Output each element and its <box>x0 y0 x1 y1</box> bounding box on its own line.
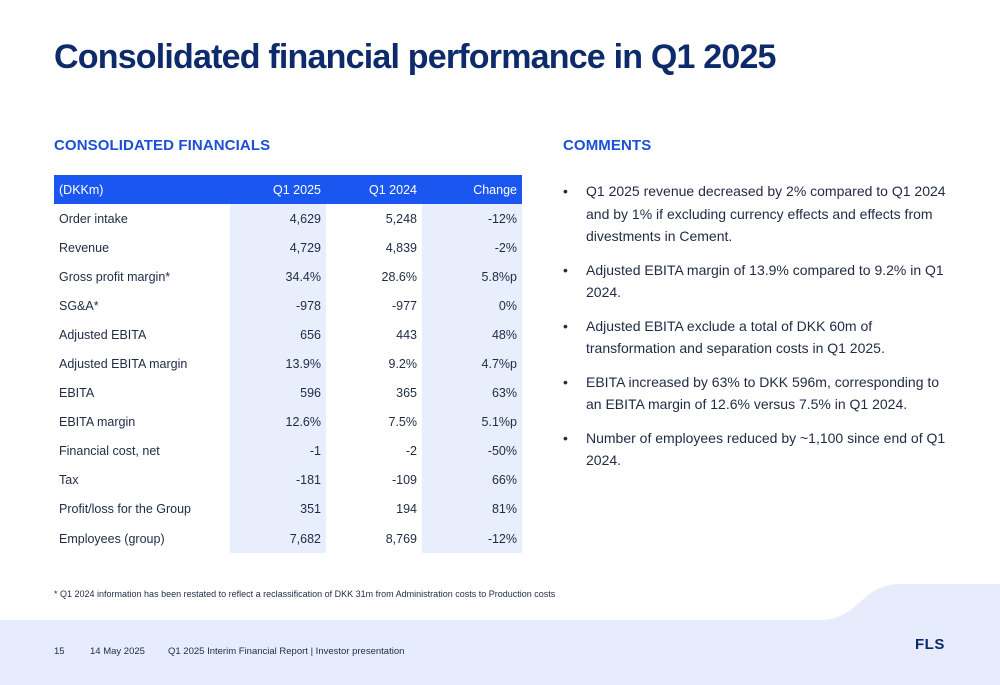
footer-report-title: Q1 2025 Interim Financial Report | Inves… <box>168 646 405 657</box>
comment-text: EBITA increased by 63% to DKK 596m, corr… <box>586 373 940 413</box>
bullet-icon: • <box>563 183 568 199</box>
row-label: Order intake <box>59 211 128 226</box>
financials-table: (DKKm) Q1 2025 Q1 2024 Change Order inta… <box>54 175 522 554</box>
q1-2024-value: -109 <box>391 473 417 488</box>
bullet-icon: • <box>563 429 568 446</box>
row-label: Revenue <box>59 240 110 255</box>
table-row: Tax -181 -109 66% <box>54 465 522 495</box>
table-header-row: (DKKm) Q1 2025 Q1 2024 Change <box>54 175 522 204</box>
comment-item: • EBITA increased by 63% to DKK 596m, cor… <box>563 371 948 416</box>
change-value: -50% <box>422 436 522 466</box>
q1-2024-value: 5,248 <box>385 211 417 226</box>
row-label: Gross profit margin* <box>59 269 171 284</box>
table-row: Adjusted EBITA margin 13.9% 9.2% 4.7%p <box>54 349 522 379</box>
table-row: Revenue 4,729 4,839 -2% <box>54 233 522 263</box>
row-label: Profit/loss for the Group <box>59 502 192 517</box>
change-value: 63% <box>422 378 522 408</box>
q1-2025-value: -978 <box>230 291 326 321</box>
q1-2024-value: 4,839 <box>385 240 417 255</box>
q1-2024-value: 8,769 <box>385 531 417 546</box>
q1-2024-value: 9.2% <box>388 357 418 372</box>
q1-2024-value: -2 <box>405 444 417 459</box>
column-header-unit: (DKKm) <box>54 175 230 204</box>
footer-band <box>0 584 1000 685</box>
financials-table-body: Order intake 4,629 5,248 -12% Revenue 4,729 4,… <box>54 204 522 554</box>
q1-2024-value: 443 <box>396 327 417 342</box>
bullet-icon: • <box>563 261 568 278</box>
row-label: SG&A* <box>59 298 99 313</box>
change-value: 0% <box>422 291 522 321</box>
financials-heading: CONSOLIDATED FINANCIALS <box>54 137 271 154</box>
q1-2024-value: 7.5% <box>388 415 418 430</box>
change-value: -12% <box>422 524 522 554</box>
table-row: SG&A* -978 -977 0% <box>54 291 522 321</box>
q1-2024-value: -977 <box>391 298 417 313</box>
change-value: 66% <box>422 465 522 495</box>
change-value: 5.1%p <box>422 407 522 437</box>
q1-2025-value: 596 <box>230 378 326 408</box>
row-label: Employees (group) <box>59 531 165 546</box>
change-value: 48% <box>422 320 522 350</box>
comment-item: • Number of employees reduced by ~1,100 s… <box>563 427 948 472</box>
row-label: Adjusted EBITA margin <box>59 357 188 372</box>
table-row: Profit/loss for the Group 351 194 81% <box>54 494 522 525</box>
q1-2025-value: 4,729 <box>230 233 326 263</box>
comment-item: • Q1 2025 revenue decreased by 2% compare… <box>563 180 948 248</box>
table-row: EBITA 596 365 63% <box>54 378 522 408</box>
q1-2024-value: 194 <box>396 502 417 517</box>
q1-2025-value: 7,682 <box>230 524 326 554</box>
q1-2024-value: 365 <box>396 386 417 401</box>
row-label: Tax <box>59 473 79 488</box>
comment-text: Adjusted EBITA exclude a total of DKK 60… <box>586 317 885 357</box>
table-row: EBITA margin 12.6% 7.5% 5.1%p <box>54 407 522 437</box>
q1-2025-value: 351 <box>230 494 326 525</box>
comment-item: • Adjusted EBITA exclude a total of DKK 6… <box>563 315 948 360</box>
comment-item: • Adjusted EBITA margin of 13.9% compared… <box>563 259 948 304</box>
change-value: 5.8%p <box>422 262 522 292</box>
q1-2025-value: 4,629 <box>230 204 326 234</box>
comment-text: Q1 2025 revenue decreased by 2% compared… <box>586 183 946 244</box>
column-header-change: Change <box>422 175 522 204</box>
q1-2024-value: 28.6% <box>381 269 417 284</box>
page-number: 15 <box>54 646 65 657</box>
table-row: Financial cost, net -1 -2 -50% <box>54 436 522 466</box>
bullet-icon: • <box>563 373 568 390</box>
row-label: Adjusted EBITA <box>59 327 147 342</box>
comment-text: Adjusted EBITA margin of 13.9% compared … <box>586 261 944 301</box>
footnote: * Q1 2024 information has been restated … <box>54 589 556 599</box>
q1-2025-value: 12.6% <box>230 407 326 437</box>
table-row: Order intake 4,629 5,248 -12% <box>54 204 522 234</box>
q1-2025-value: -1 <box>230 436 326 466</box>
page-title: Consolidated financial performance in Q1… <box>54 38 776 76</box>
q1-2025-value: 34.4% <box>230 262 326 292</box>
comments-list: • Q1 2025 revenue decreased by 2% compare… <box>563 180 948 483</box>
table-row: Gross profit margin* 34.4% 28.6% 5.8%p <box>54 262 522 292</box>
column-header-q1-2025: Q1 2025 <box>230 175 326 204</box>
table-row: Employees (group) 7,682 8,769 -12% <box>54 524 522 554</box>
q1-2025-value: 13.9% <box>230 349 326 379</box>
change-value: -12% <box>422 204 522 234</box>
table-row: Adjusted EBITA 656 443 48% <box>54 320 522 350</box>
fls-logo: FLS <box>915 636 945 653</box>
row-label: EBITA <box>59 386 95 401</box>
q1-2025-value: 656 <box>230 320 326 350</box>
comments-heading: COMMENTS <box>563 137 652 154</box>
change-value: -2% <box>422 233 522 263</box>
change-value: 4.7%p <box>422 349 522 379</box>
footer-date: 14 May 2025 <box>90 646 145 657</box>
row-label: EBITA margin <box>59 415 136 430</box>
comment-text: Number of employees reduced by ~1,100 si… <box>586 429 946 469</box>
column-header-q1-2024: Q1 2024 <box>326 175 422 204</box>
bullet-icon: • <box>563 317 568 334</box>
q1-2025-value: -181 <box>230 465 326 495</box>
change-value: 81% <box>422 494 522 525</box>
row-label: Financial cost, net <box>59 444 160 459</box>
